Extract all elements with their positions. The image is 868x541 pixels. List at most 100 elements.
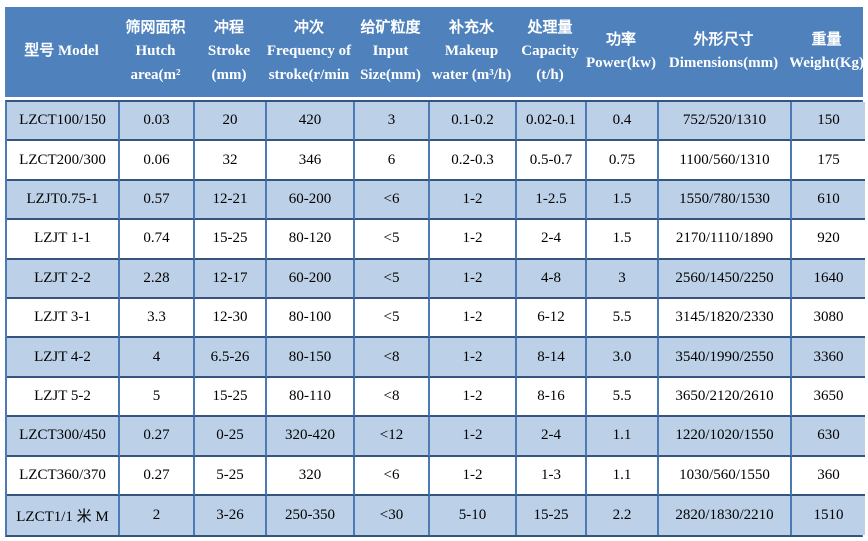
cell-power: 5.5 xyxy=(587,298,659,339)
cell-model: LZCT300/450 xyxy=(7,417,120,457)
cell-weight: 3650 xyxy=(792,377,865,418)
cell-hutch-area: 0.57 xyxy=(120,180,195,221)
cell-dimensions: 3650/2120/2610 xyxy=(659,377,792,418)
cell-capacity: 15-25 xyxy=(517,495,587,536)
cell-hutch-area: 0.03 xyxy=(120,102,195,142)
cell-capacity: 8-16 xyxy=(517,377,587,418)
cell-frequency: 80-120 xyxy=(267,220,355,260)
cell-weight: 1640 xyxy=(792,259,865,299)
column-header-makeup-water: 补充水 Makeup water (m³/h) xyxy=(431,20,512,83)
cell-hutch-area: 0.06 xyxy=(120,141,195,181)
cell-input-size: <5 xyxy=(355,298,430,339)
cell-stroke: 12-30 xyxy=(195,298,267,339)
cell-makeup-water: 1-2 xyxy=(430,417,517,457)
cell-makeup-water: 1-2 xyxy=(430,220,517,260)
cell-input-size: <5 xyxy=(355,220,430,260)
cell-capacity: 6-12 xyxy=(517,298,587,339)
cell-dimensions: 1220/1020/1550 xyxy=(659,417,792,457)
column-header-stroke: 冲程 Stroke (mm) xyxy=(207,20,251,83)
cell-input-size: <30 xyxy=(355,495,430,536)
cell-weight: 360 xyxy=(792,456,865,496)
cell-makeup-water: 1-2 xyxy=(430,456,517,496)
cell-dimensions: 2170/1110/1890 xyxy=(659,220,792,260)
cell-input-size: <6 xyxy=(355,180,430,221)
cell-input-size: <5 xyxy=(355,259,430,299)
cell-input-size: 6 xyxy=(355,141,430,181)
table-header-row: 型号 Model 筛网面积 Hutch area(m² 冲程 Stroke (mm)… xyxy=(5,7,863,97)
cell-makeup-water: 0.1-0.2 xyxy=(430,102,517,142)
spec-table: 型号 Model 筛网面积 Hutch area(m² 冲程 Stroke (mm)… xyxy=(5,7,865,538)
cell-frequency: 320-420 xyxy=(267,417,355,457)
cell-frequency: 80-150 xyxy=(267,338,355,378)
cell-hutch-area: 3.3 xyxy=(120,298,195,339)
cell-makeup-water: 1-2 xyxy=(430,259,517,299)
cell-dimensions: 1550/780/1530 xyxy=(659,180,792,221)
cell-power: 1.5 xyxy=(587,180,659,221)
cell-capacity: 2-4 xyxy=(517,220,587,260)
cell-frequency: 80-100 xyxy=(267,298,355,339)
cell-dimensions: 3540/1990/2550 xyxy=(659,338,792,378)
cell-input-size: 3 xyxy=(355,102,430,142)
cell-stroke: 15-25 xyxy=(195,220,267,260)
cell-model: LZCT200/300 xyxy=(7,141,120,181)
cell-weight: 3080 xyxy=(792,298,865,339)
column-header-dimensions: 外形尺寸 Dimensions(mm) xyxy=(668,31,779,71)
column-header-hutch-area: 筛网面积 Hutch area(m² xyxy=(125,20,186,83)
cell-capacity: 2-4 xyxy=(517,417,587,457)
cell-weight: 175 xyxy=(792,141,865,181)
cell-dimensions: 2820/1830/2210 xyxy=(659,495,792,536)
table-body: LZCT100/150 0.03 20 420 3 0.1-0.2 0.02-0.1 0.4 7… xyxy=(5,100,865,538)
cell-power: 3 xyxy=(587,259,659,299)
cell-hutch-area: 4 xyxy=(120,338,195,378)
cell-dimensions: 752/520/1310 xyxy=(659,102,792,142)
cell-hutch-area: 0.74 xyxy=(120,220,195,260)
cell-weight: 1510 xyxy=(792,495,865,536)
cell-hutch-area: 0.27 xyxy=(120,456,195,496)
cell-makeup-water: 0.2-0.3 xyxy=(430,141,517,181)
cell-power: 3.0 xyxy=(587,338,659,378)
cell-model: LZCT1/1 米 M xyxy=(7,495,120,536)
cell-stroke: 0-25 xyxy=(195,417,267,457)
cell-dimensions: 1030/560/1550 xyxy=(659,456,792,496)
cell-capacity: 0.5-0.7 xyxy=(517,141,587,181)
cell-input-size: <8 xyxy=(355,338,430,378)
cell-frequency: 60-200 xyxy=(267,259,355,299)
cell-hutch-area: 5 xyxy=(120,377,195,418)
column-header-model: 型号 Model xyxy=(24,43,99,60)
cell-frequency: 250-350 xyxy=(267,495,355,536)
cell-capacity: 1-3 xyxy=(517,456,587,496)
cell-makeup-water: 1-2 xyxy=(430,298,517,339)
cell-weight: 150 xyxy=(792,102,865,142)
cell-dimensions: 1100/560/1310 xyxy=(659,141,792,181)
cell-model: LZJT 3-1 xyxy=(7,298,120,339)
cell-hutch-area: 2 xyxy=(120,495,195,536)
column-header-input-size: 给矿粒度 Input Size(mm) xyxy=(360,20,421,83)
column-header-capacity: 处理量 Capacity (t/h) xyxy=(521,20,579,83)
cell-stroke: 12-17 xyxy=(195,259,267,299)
cell-makeup-water: 1-2 xyxy=(430,338,517,378)
cell-weight: 3360 xyxy=(792,338,865,378)
cell-frequency: 346 xyxy=(267,141,355,181)
cell-capacity: 8-14 xyxy=(517,338,587,378)
cell-weight: 920 xyxy=(792,220,865,260)
cell-model: LZJT 1-1 xyxy=(7,220,120,260)
cell-model: LZJT 5-2 xyxy=(7,377,120,418)
column-header-frequency: 冲次 Frequency of stroke(r/min xyxy=(266,20,352,83)
cell-power: 0.75 xyxy=(587,141,659,181)
cell-model: LZJT 2-2 xyxy=(7,259,120,299)
cell-capacity: 4-8 xyxy=(517,259,587,299)
cell-input-size: <8 xyxy=(355,377,430,418)
cell-power: 2.2 xyxy=(587,495,659,536)
cell-stroke: 32 xyxy=(195,141,267,181)
cell-dimensions: 3145/1820/2330 xyxy=(659,298,792,339)
cell-makeup-water: 1-2 xyxy=(430,180,517,221)
cell-stroke: 6.5-26 xyxy=(195,338,267,378)
cell-stroke: 12-21 xyxy=(195,180,267,221)
column-header-weight: 重量 Weight(Kg) xyxy=(790,31,863,71)
cell-makeup-water: 5-10 xyxy=(430,495,517,536)
cell-stroke: 3-26 xyxy=(195,495,267,536)
cell-power: 5.5 xyxy=(587,377,659,418)
cell-hutch-area: 0.27 xyxy=(120,417,195,457)
cell-hutch-area: 2.28 xyxy=(120,259,195,299)
